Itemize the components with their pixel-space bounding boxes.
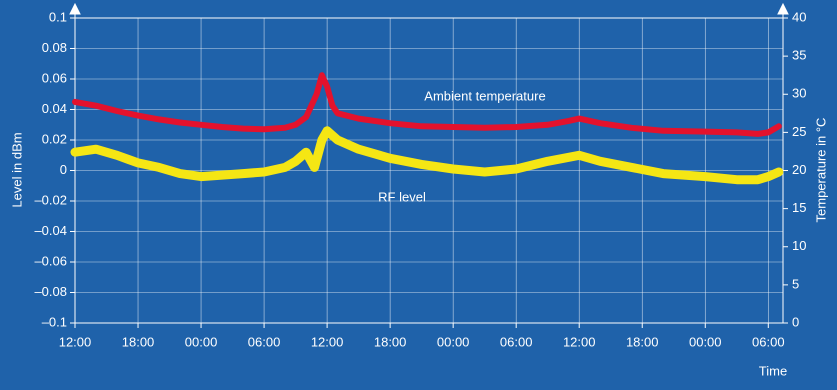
y-tick-label: –0.06 [34,253,67,268]
y-tick-label: –0.08 [34,284,67,299]
y2-tick-label: 0 [792,314,799,329]
x-tick-label: 00:00 [689,334,722,349]
x-tick-label: 12:00 [311,334,344,349]
x-tick-label: 12:00 [59,334,92,349]
y-tick-label: 0.04 [42,101,67,116]
y-tick-label: –0.04 [34,223,67,238]
series-label: Ambient temperature [424,88,545,103]
x-tick-label: 06:00 [248,334,281,349]
y-tick-label: 0.1 [49,9,67,24]
y2-tick-label: 30 [792,86,806,101]
y2-axis-label: Temperature in °C [813,118,828,223]
x-tick-label: 18:00 [122,334,155,349]
series-label: RF level [378,189,426,204]
y-tick-label: 0.02 [42,131,67,146]
y2-tick-label: 10 [792,238,806,253]
y2-tick-label: 40 [792,9,806,24]
x-tick-label: 00:00 [437,334,470,349]
y-tick-label: 0.06 [42,70,67,85]
y2-tick-label: 5 [792,276,799,291]
y-tick-label: –0.1 [42,314,67,329]
y-tick-label: –0.02 [34,192,67,207]
x-tick-label: 12:00 [563,334,596,349]
y2-tick-label: 25 [792,124,806,139]
x-axis-label: Time [759,363,787,378]
x-tick-label: 00:00 [185,334,218,349]
x-tick-label: 06:00 [500,334,533,349]
x-tick-label: 18:00 [374,334,407,349]
y-tick-label: 0.08 [42,40,67,55]
x-tick-label: 18:00 [626,334,659,349]
y2-tick-label: 15 [792,200,806,215]
y2-axis-arrow [777,2,789,18]
y-tick-label: 0 [60,162,67,177]
y2-tick-label: 20 [792,162,806,177]
series-line [70,126,784,185]
y-axis-label: Level in dBm [9,132,24,207]
y2-tick-label: 35 [792,48,806,63]
y-axis-arrow [69,2,81,18]
series-line [72,72,782,137]
x-tick-label: 06:00 [752,334,785,349]
